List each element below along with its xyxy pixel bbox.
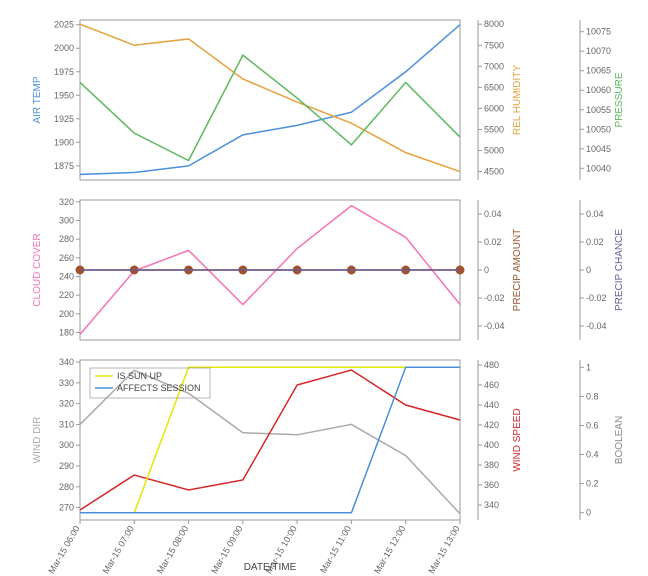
ytick-sec: 10075	[586, 27, 611, 37]
ytick-sec: 6500	[484, 82, 504, 92]
ytick: 1875	[54, 161, 74, 171]
ytick-sec: 420	[484, 420, 499, 430]
y-axis-label-sec: REL HUMIDITY	[512, 65, 523, 136]
y-axis-label-sec: WIND SPEED	[512, 408, 523, 471]
ytick-sec: 10065	[586, 66, 611, 76]
ytick: 300	[59, 216, 74, 226]
ytick: 240	[59, 272, 74, 282]
ytick-sec: 6000	[484, 103, 504, 113]
ytick-sec: -0.04	[484, 321, 505, 331]
panel-1	[80, 20, 460, 180]
ytick: 220	[59, 290, 74, 300]
ytick-sec: 7000	[484, 61, 504, 71]
ytick: 2000	[54, 43, 74, 53]
ytick: 310	[59, 419, 74, 429]
ytick: 270	[59, 503, 74, 513]
ytick-sec: 440	[484, 400, 499, 410]
ytick-sec: 4500	[484, 167, 504, 177]
ytick-sec: 0.02	[484, 237, 502, 247]
ytick: 1975	[54, 67, 74, 77]
series-pressure	[80, 55, 460, 160]
ytick: 200	[59, 309, 74, 319]
ytick: 320	[59, 197, 74, 207]
y-axis-label-sec: PRESSURE	[614, 72, 625, 127]
ytick-sec: 0.04	[586, 209, 604, 219]
ytick: 1925	[54, 114, 74, 124]
ytick-sec: 5500	[484, 124, 504, 134]
ytick: 180	[59, 328, 74, 338]
ytick-sec: 340	[484, 500, 499, 510]
ytick-sec: 0.8	[586, 391, 599, 401]
ytick-sec: 10070	[586, 46, 611, 56]
ytick-sec: 10060	[586, 85, 611, 95]
ytick: 280	[59, 482, 74, 492]
y-axis-label-sec: PRECIP AMOUNT	[512, 229, 523, 312]
ytick-sec: 1	[586, 362, 591, 372]
ytick-sec: 0.02	[586, 237, 604, 247]
ytick-sec: -0.02	[484, 293, 505, 303]
ytick-sec: 5000	[484, 146, 504, 156]
ytick-sec: 0	[484, 265, 489, 275]
ytick-sec: 0.6	[586, 420, 599, 430]
ytick: 1950	[54, 90, 74, 100]
y-axis-label-left: WIND DIR	[32, 417, 43, 464]
xtick-label: Mar-15 06:00	[46, 524, 81, 575]
ytick-sec: 10055	[586, 105, 611, 115]
ytick-sec: 0.2	[586, 479, 599, 489]
y-axis-label-sec: BOOLEAN	[614, 416, 625, 464]
xtick-label: Mar-15 11:00	[318, 524, 353, 575]
weather-chart: 1875190019251950197520002025AIR TEMP4500…	[0, 0, 648, 576]
xtick-label: Mar-15 13:00	[426, 524, 461, 575]
xtick-label: Mar-15 08:00	[155, 524, 190, 575]
ytick-sec: 0	[586, 265, 591, 275]
ytick-sec: 0	[586, 508, 591, 518]
ytick-sec: 400	[484, 440, 499, 450]
ytick-sec: 10045	[586, 144, 611, 154]
y-axis-label-left: CLOUD COVER	[32, 233, 43, 306]
ytick: 1900	[54, 137, 74, 147]
ytick: 320	[59, 399, 74, 409]
ytick-sec: 10050	[586, 124, 611, 134]
ytick-sec: 0.4	[586, 450, 599, 460]
ytick-sec: 460	[484, 380, 499, 390]
ytick-sec: -0.02	[586, 293, 607, 303]
ytick: 290	[59, 461, 74, 471]
x-axis-label: DATE/TIME	[244, 562, 297, 573]
ytick-sec: 7500	[484, 40, 504, 50]
ytick-sec: 10040	[586, 163, 611, 173]
ytick-sec: 380	[484, 460, 499, 470]
ytick: 260	[59, 253, 74, 263]
xtick-label: Mar-15 07:00	[101, 524, 136, 575]
series-rel-humidity	[80, 24, 460, 171]
ytick-sec: 8000	[484, 19, 504, 29]
legend-label: IS SUN UP	[117, 371, 162, 381]
ytick-sec: -0.04	[586, 321, 607, 331]
ytick: 2025	[54, 20, 74, 30]
y-axis-label-sec: PRECIP CHANCE	[614, 229, 625, 311]
ytick-sec: 480	[484, 360, 499, 370]
ytick-sec: 360	[484, 480, 499, 490]
ytick: 330	[59, 378, 74, 388]
legend-label: AFFECTS SESSION	[117, 383, 201, 393]
ytick: 280	[59, 234, 74, 244]
xtick-label: Mar-15 12:00	[372, 524, 407, 575]
ytick-sec: 0.04	[484, 209, 502, 219]
y-axis-label-left: AIR TEMP	[32, 76, 43, 123]
ytick: 340	[59, 357, 74, 367]
ytick: 300	[59, 440, 74, 450]
xtick-label: Mar-15 09:00	[209, 524, 244, 575]
